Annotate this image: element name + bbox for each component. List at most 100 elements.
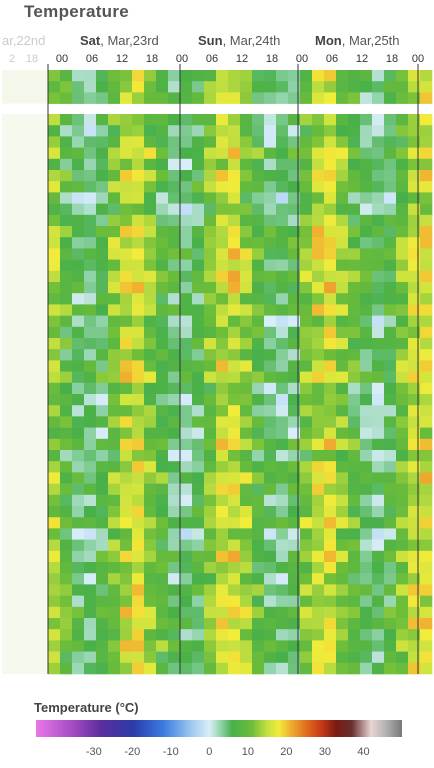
member-row-cell bbox=[384, 181, 397, 193]
member-row-cell bbox=[156, 282, 169, 294]
member-row-cell bbox=[96, 147, 109, 160]
member-row-cell bbox=[168, 662, 181, 675]
member-row-cell bbox=[108, 550, 121, 563]
member-row-cell bbox=[240, 517, 253, 529]
member-row-cell bbox=[216, 360, 229, 372]
member-row-cell bbox=[264, 394, 277, 406]
member-row-cell bbox=[348, 338, 361, 350]
member-row-pad bbox=[2, 640, 48, 651]
summary-row-cell bbox=[372, 70, 385, 82]
member-row-cell bbox=[216, 438, 229, 451]
member-row-cell bbox=[216, 618, 229, 630]
member-row-cell bbox=[108, 506, 121, 518]
member-row-cell bbox=[96, 282, 109, 294]
member-row-cell bbox=[48, 192, 61, 204]
member-row-cell bbox=[204, 629, 217, 641]
member-row-cell bbox=[324, 203, 337, 216]
member-row-cell bbox=[312, 550, 325, 563]
member-row-cell bbox=[240, 438, 253, 451]
member-row-cell bbox=[384, 438, 397, 451]
member-row-cell bbox=[216, 606, 229, 619]
member-row-cell bbox=[192, 606, 205, 619]
member-row-cell bbox=[180, 304, 193, 316]
member-row-cell bbox=[324, 226, 337, 238]
member-row-cell bbox=[420, 315, 433, 328]
member-row-cell bbox=[384, 517, 397, 529]
member-row-cell bbox=[264, 382, 277, 395]
member-row-cell bbox=[120, 248, 133, 260]
member-row-cell bbox=[60, 595, 73, 608]
member-row-cell bbox=[132, 360, 145, 372]
member-row-cell bbox=[252, 270, 265, 283]
member-row-cell bbox=[336, 618, 349, 630]
member-row-cell bbox=[108, 293, 121, 305]
member-row-cell bbox=[168, 651, 181, 664]
hour-tick-label: 12 bbox=[235, 53, 249, 65]
member-row-cell bbox=[372, 315, 385, 328]
member-row-cell bbox=[168, 338, 181, 350]
summary-row-cell bbox=[276, 70, 289, 82]
member-row-cell bbox=[360, 237, 373, 249]
summary-row-cell bbox=[420, 92, 433, 104]
member-row-cell bbox=[228, 226, 241, 238]
member-row-cell bbox=[300, 338, 313, 350]
member-row-cell bbox=[420, 360, 433, 372]
member-row-cell bbox=[288, 618, 301, 630]
member-row-cell bbox=[360, 192, 373, 204]
summary-row-cell bbox=[360, 81, 373, 93]
member-row-cell bbox=[336, 438, 349, 451]
member-row-cell bbox=[168, 438, 181, 451]
member-row-cell bbox=[360, 427, 373, 440]
member-row-cell bbox=[420, 562, 433, 574]
member-row-cell bbox=[180, 494, 193, 507]
member-row-cell bbox=[252, 517, 265, 529]
member-row-cell bbox=[144, 360, 157, 372]
member-row-cell bbox=[204, 494, 217, 507]
member-row-cell bbox=[312, 181, 325, 193]
member-row-cell bbox=[408, 226, 421, 238]
member-row-cell bbox=[348, 382, 361, 395]
member-row-cell bbox=[312, 629, 325, 641]
member-row-cell bbox=[120, 214, 133, 227]
member-row-cell bbox=[108, 595, 121, 608]
member-row-cell bbox=[252, 539, 265, 552]
member-row-cell bbox=[312, 203, 325, 216]
member-row-cell bbox=[204, 237, 217, 249]
member-row-cell bbox=[252, 640, 265, 652]
member-row-cell bbox=[96, 606, 109, 619]
summary-row-pad bbox=[2, 81, 48, 92]
member-row-pad bbox=[2, 416, 48, 427]
member-row-cell bbox=[252, 147, 265, 160]
member-row-cell bbox=[252, 438, 265, 451]
member-row-cell bbox=[384, 450, 397, 462]
member-row-cell bbox=[204, 170, 217, 182]
member-row-cell bbox=[204, 293, 217, 305]
member-row-cell bbox=[372, 517, 385, 529]
member-row-cell bbox=[120, 147, 133, 160]
member-row-cell bbox=[192, 517, 205, 529]
member-row-cell bbox=[288, 506, 301, 518]
member-row-cell bbox=[240, 304, 253, 316]
member-row-cell bbox=[420, 662, 433, 675]
member-row-cell bbox=[408, 595, 421, 608]
member-row-cell bbox=[348, 517, 361, 529]
member-row-cell bbox=[336, 270, 349, 283]
member-row-cell bbox=[360, 203, 373, 216]
member-row-cell bbox=[360, 326, 373, 339]
member-row-cell bbox=[276, 472, 289, 484]
member-row-cell bbox=[408, 371, 421, 384]
member-row-cell bbox=[192, 282, 205, 294]
member-row-cell bbox=[108, 125, 121, 137]
member-row-cell bbox=[192, 438, 205, 451]
member-row-cell bbox=[384, 371, 397, 384]
member-row-cell bbox=[60, 640, 73, 652]
member-row-cell bbox=[72, 282, 85, 294]
member-row-cell bbox=[48, 427, 61, 440]
member-row-cell bbox=[252, 282, 265, 294]
member-row-cell bbox=[420, 472, 433, 484]
member-row-cell bbox=[360, 304, 373, 316]
summary-row-cell bbox=[72, 70, 85, 82]
member-row-cell bbox=[60, 282, 73, 294]
member-row-cell bbox=[48, 662, 61, 675]
member-row-cell bbox=[408, 293, 421, 305]
